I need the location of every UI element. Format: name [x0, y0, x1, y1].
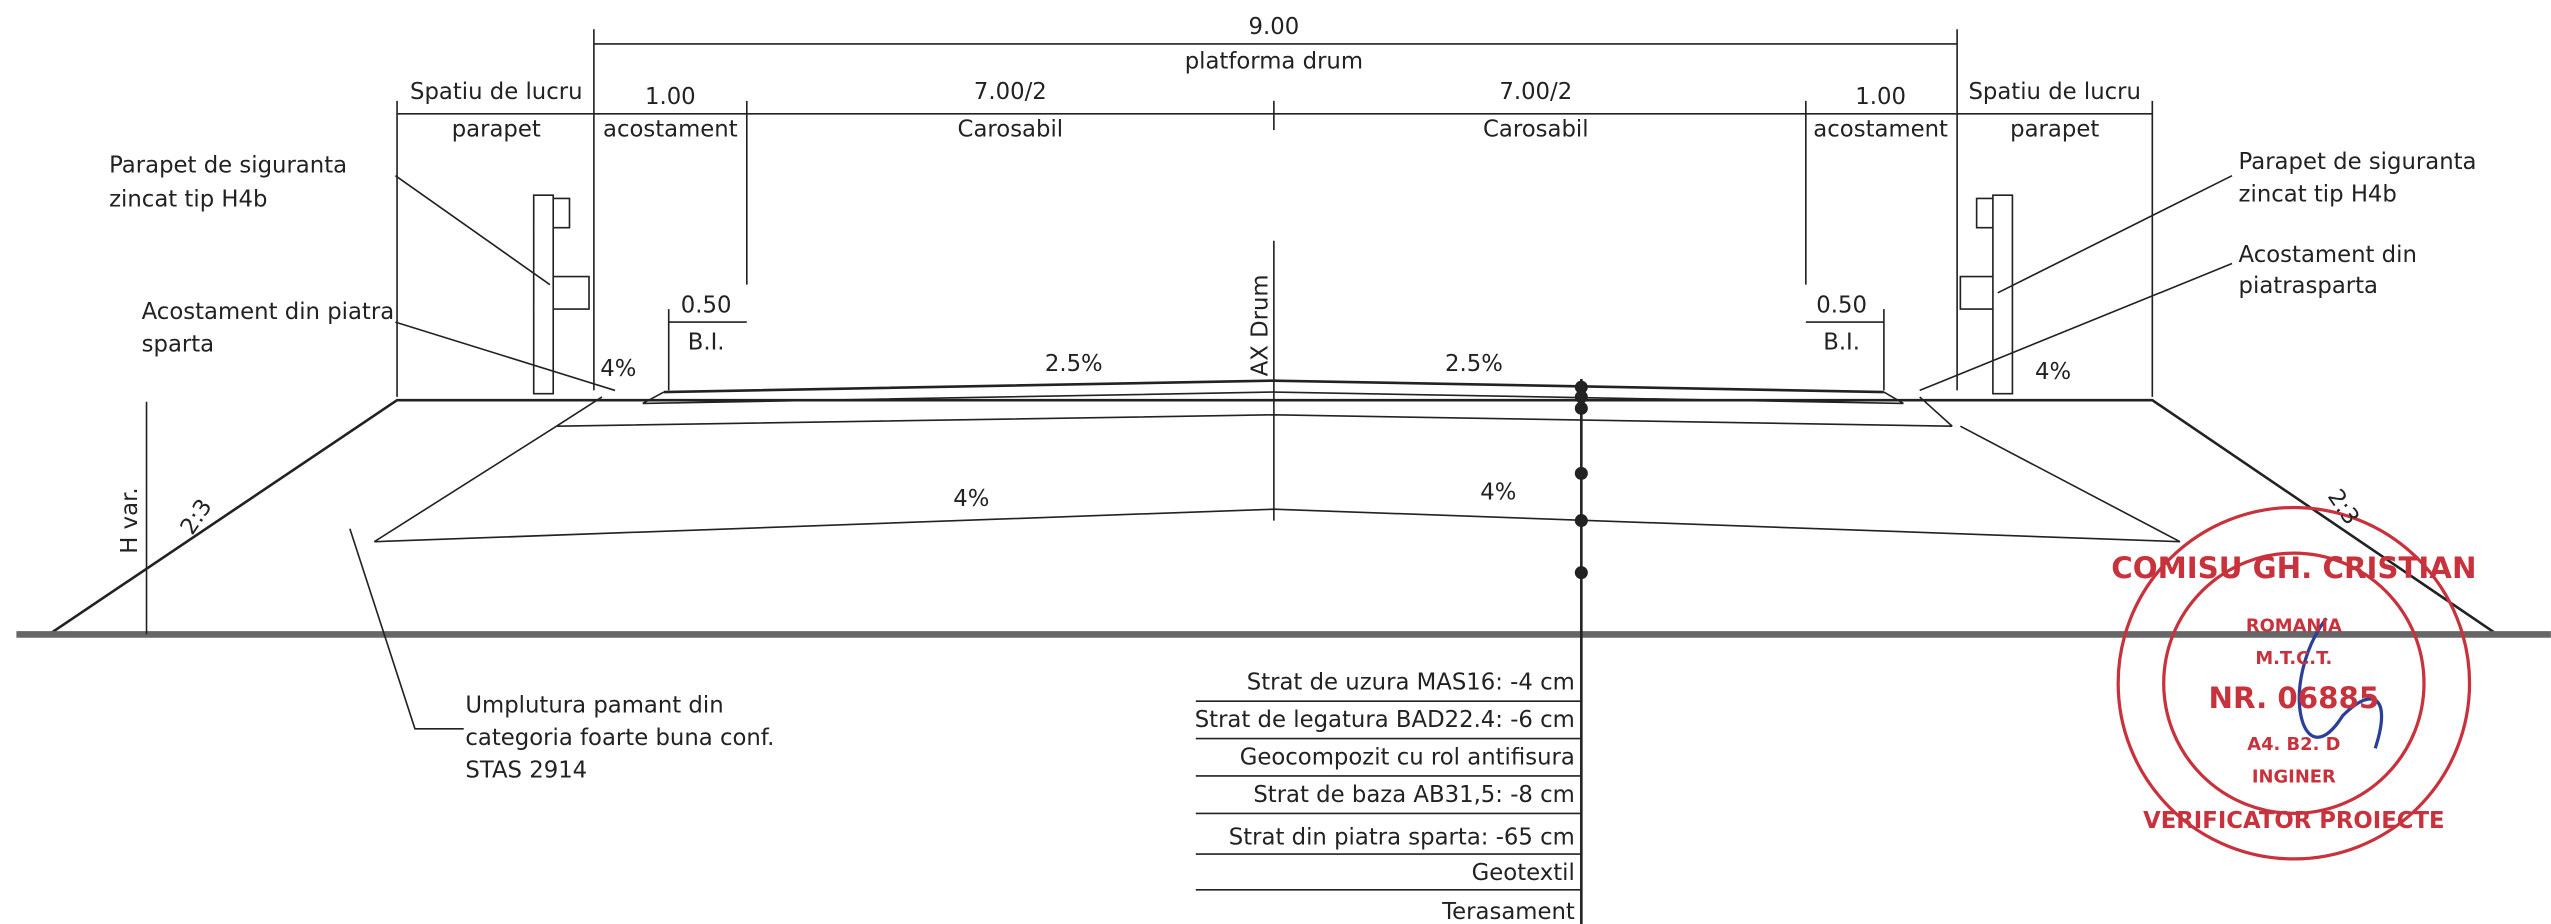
note: zincat tip H4b: [2239, 182, 2397, 208]
note: zincat tip H4b: [109, 187, 267, 213]
layer: Geotextil: [1472, 860, 1575, 886]
layer-rows: [1195, 700, 1582, 891]
layer: Strat din piatra sparta: -65 cm: [1229, 824, 1575, 850]
dim-text: B.I.: [1823, 330, 1860, 356]
note: piatrasparta: [2239, 273, 2378, 299]
note: Umplutura pamant din: [465, 693, 723, 719]
note: Parapet de siguranta: [109, 152, 347, 178]
dim-text: 9.00: [1249, 14, 1300, 40]
stamp-text: COMISU GH. CRISTIAN: [2111, 551, 2476, 585]
ext-lines: [396, 100, 2154, 397]
leaders: [349, 174, 2233, 730]
layer: Terasament: [1441, 899, 1575, 924]
height-label: H var.: [117, 487, 143, 553]
slope: 2.5%: [1445, 351, 1503, 377]
layer: Strat de legatura BAD22.4: -6 cm: [1195, 707, 1575, 733]
note: sparta: [142, 331, 215, 357]
stamp-text: ROMANIA: [2246, 615, 2342, 636]
dim-text: 0.50: [681, 292, 732, 318]
stamp-text: VERIFICATOR PROIECTE: [2143, 808, 2444, 834]
dim-text: Spatiu de lucru: [1968, 79, 2141, 105]
axis-label: AX Drum: [1247, 274, 1273, 376]
layer: Strat de baza AB31,5: -8 cm: [1253, 782, 1575, 808]
dim-text: Spatiu de lucru: [410, 79, 583, 105]
note: categoria foarte buna conf.: [465, 725, 774, 751]
signature: [2297, 617, 2384, 749]
dim-text: platforma drum: [1185, 48, 1363, 74]
note: Parapet de siguranta: [2239, 149, 2477, 175]
dim-text: 0.50: [1816, 292, 1867, 318]
dim-text: B.I.: [688, 330, 725, 356]
slope: 2:3: [176, 495, 218, 540]
slope: 4%: [953, 486, 989, 512]
dim-text: parapet: [2010, 117, 2099, 143]
slope: 4%: [2035, 359, 2071, 385]
bi-dims: [667, 309, 1885, 391]
note: STAS 2914: [465, 758, 587, 784]
stamp-text: M.T.C.T.: [2255, 648, 2332, 669]
dim-text: 7.00/2: [1499, 79, 1572, 105]
stamp-text: INGINER: [2252, 767, 2336, 788]
guardrail-right: [1959, 194, 2014, 395]
stamp-text: A4. B2. D: [2247, 734, 2340, 755]
slope: 4%: [600, 356, 636, 382]
slope: 2:3: [2322, 485, 2364, 530]
stamp-text: NR. 06885: [2209, 681, 2380, 715]
dim-text: Carosabil: [958, 117, 1064, 143]
note: Acostament din piatra: [142, 299, 395, 325]
dim-text: 1.00: [645, 84, 696, 110]
layer: Geocompozit cu rol antifisura: [1240, 745, 1575, 771]
base-layer: [373, 425, 2181, 543]
stamp-shape: [2116, 505, 2472, 861]
dim-text: parapet: [452, 117, 541, 143]
dim-text: acostament: [603, 117, 738, 143]
dim-text: 1.00: [1855, 84, 1906, 110]
geometry: [16, 29, 2551, 924]
guardrail-left: [532, 194, 590, 395]
dim-text: acostament: [1813, 117, 1948, 143]
dim-text: 7.00/2: [974, 79, 1047, 105]
dim-text: Carosabil: [1483, 117, 1589, 143]
layer: Strat de uzura MAS16: -4 cm: [1247, 670, 1575, 696]
road-layers: [556, 391, 1953, 428]
slope: 2.5%: [1045, 351, 1103, 377]
note: Acostament din: [2239, 242, 2417, 268]
texts: 9.00 platforma drum Spatiu de lucru para…: [109, 14, 2476, 924]
slope: 4%: [1480, 479, 1516, 505]
layer-dots: [1574, 380, 1588, 580]
